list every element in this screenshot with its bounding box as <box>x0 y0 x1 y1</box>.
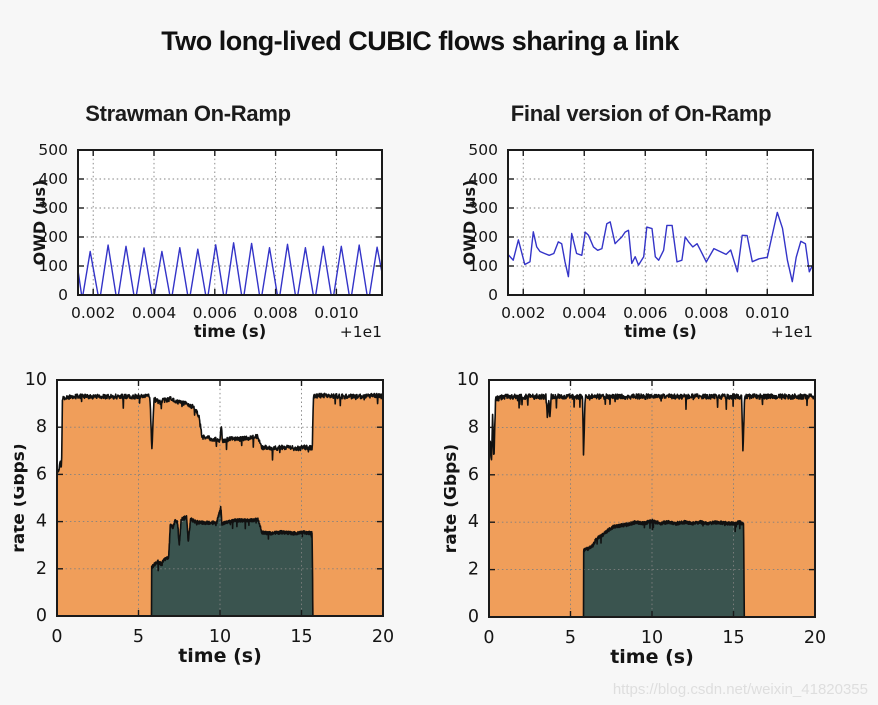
subtitle-final: Final version of On-Ramp <box>510 101 772 126</box>
svg-text:6: 6 <box>468 465 479 485</box>
chart-owd-final: 0.002 0.004 0.006 0.008 0.010 0 100 200 300 400 50… <box>460 141 814 341</box>
svg-text:OWD (us): OWD (us) <box>30 180 49 266</box>
svg-text:0: 0 <box>36 606 47 626</box>
svg-text:8: 8 <box>36 417 47 437</box>
svg-text:rate (Gbps): rate (Gbps) <box>14 443 29 552</box>
svg-text:0: 0 <box>51 627 62 647</box>
watermark-url: https://blog.csdn.net/weixin_41820355 <box>612 681 868 698</box>
svg-text:100: 100 <box>38 257 68 275</box>
svg-text:100: 100 <box>468 257 498 275</box>
svg-text:4: 4 <box>468 512 479 532</box>
svg-text:time (s): time (s) <box>178 645 262 667</box>
svg-text:OWD (us): OWD (us) <box>460 180 479 266</box>
svg-text:500: 500 <box>38 141 68 159</box>
svg-text:0.002: 0.002 <box>71 304 115 322</box>
svg-text:2: 2 <box>468 560 479 580</box>
svg-text:200: 200 <box>38 228 68 246</box>
svg-text:+1e1: +1e1 <box>771 323 813 341</box>
svg-text:time (s): time (s) <box>194 322 267 341</box>
svg-text:0.002: 0.002 <box>501 304 545 322</box>
svg-text:0.006: 0.006 <box>193 304 237 322</box>
svg-text:time (s): time (s) <box>610 646 694 668</box>
svg-text:0.010: 0.010 <box>314 304 358 322</box>
svg-text:5: 5 <box>565 628 576 648</box>
svg-text:time (s): time (s) <box>624 322 697 341</box>
svg-text:10: 10 <box>457 370 479 390</box>
svg-text:6: 6 <box>36 464 47 484</box>
subtitle-strawman: Strawman On-Ramp <box>85 101 291 126</box>
svg-text:0: 0 <box>58 286 68 304</box>
figure-title: Two long-lived CUBIC flows sharing a lin… <box>161 26 679 56</box>
svg-text:0.008: 0.008 <box>253 304 297 322</box>
svg-text:15: 15 <box>290 627 312 647</box>
svg-text:0: 0 <box>468 607 479 627</box>
svg-text:200: 200 <box>468 228 498 246</box>
svg-text:0.004: 0.004 <box>562 304 606 322</box>
svg-text:4: 4 <box>36 512 47 532</box>
chart-owd-strawman: 0.002 0.004 0.006 0.008 0.010 0 100 200 300 400 50… <box>30 141 383 341</box>
svg-text:0.006: 0.006 <box>623 304 667 322</box>
svg-text:10: 10 <box>209 627 231 647</box>
svg-text:400: 400 <box>38 170 68 188</box>
svg-text:0.008: 0.008 <box>684 304 728 322</box>
svg-text:10: 10 <box>641 628 663 648</box>
svg-text:8: 8 <box>468 417 479 437</box>
svg-text:0.004: 0.004 <box>132 304 176 322</box>
svg-text:0: 0 <box>483 628 494 648</box>
svg-text:0.010: 0.010 <box>745 304 789 322</box>
svg-text:300: 300 <box>38 199 68 217</box>
svg-text:300: 300 <box>468 199 498 217</box>
svg-text:+1e1: +1e1 <box>340 323 382 341</box>
svg-text:10: 10 <box>25 370 47 390</box>
svg-text:rate (Gbps): rate (Gbps) <box>444 444 461 553</box>
svg-text:2: 2 <box>36 559 47 579</box>
svg-text:20: 20 <box>372 627 394 647</box>
svg-text:5: 5 <box>133 627 144 647</box>
svg-text:15: 15 <box>722 628 744 648</box>
svg-text:0: 0 <box>488 286 498 304</box>
svg-text:20: 20 <box>804 628 826 648</box>
svg-text:400: 400 <box>468 170 498 188</box>
svg-text:500: 500 <box>468 141 498 159</box>
